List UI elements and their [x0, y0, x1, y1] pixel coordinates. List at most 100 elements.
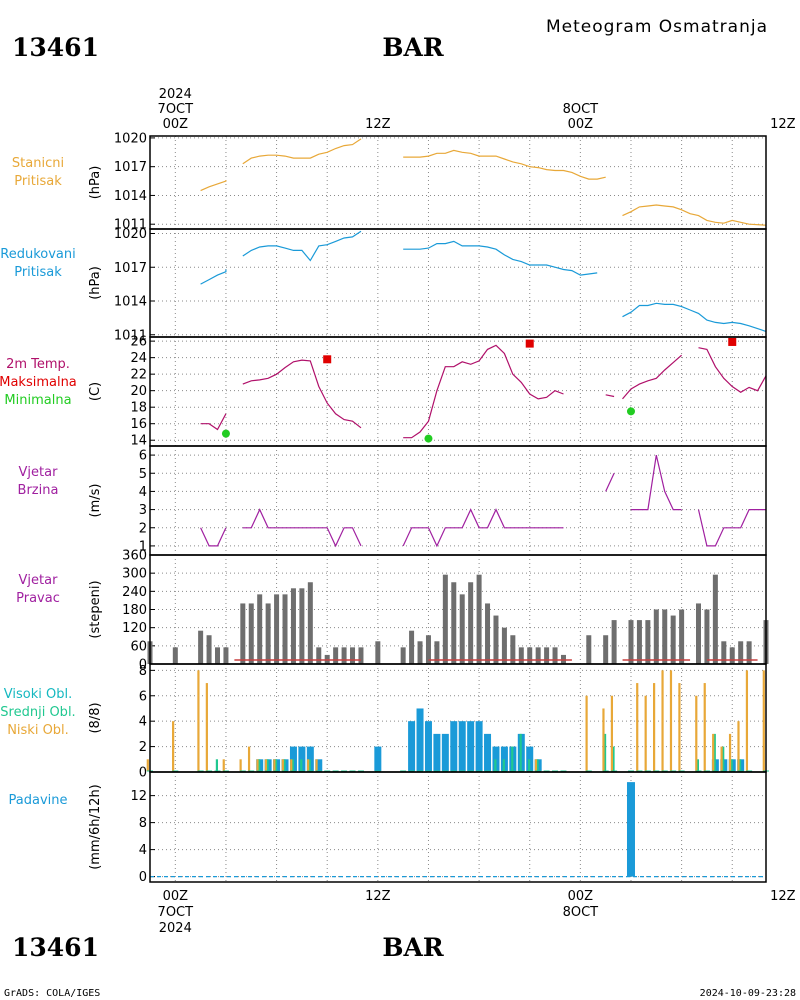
wind-dir-bar: [535, 647, 541, 664]
wind-dir-bar: [248, 603, 254, 664]
top-time-label: 7OCT: [158, 102, 194, 117]
y-tick-label: 2: [139, 521, 147, 536]
cloud-bar: [274, 759, 278, 771]
cloud-bar: [458, 721, 466, 771]
y-tick-label: 180: [122, 603, 147, 618]
cloud-bar: [511, 746, 514, 771]
wind-dir-bar: [544, 647, 550, 664]
top-time-axis: 20247OCT00Z12Z8OCT00Z12Z9OCT00Z12Z: [158, 87, 796, 132]
cloud-bar: [257, 759, 261, 771]
panel-precip: 0 4 8 12 (mm/6h/12h) Padavine: [9, 771, 767, 885]
cloud-bar: [266, 759, 269, 771]
y-tick-label: 1011: [114, 218, 147, 233]
cloud-bar: [146, 759, 149, 771]
panel-label: Pritisak: [14, 174, 62, 189]
cloud-bar: [484, 733, 492, 771]
y-tick-label: 24: [130, 351, 147, 366]
wind-dir-bar: [670, 615, 676, 664]
cloud-bar: [307, 759, 310, 771]
y-tick-label: 1017: [114, 160, 147, 175]
top-time-label: 00Z: [163, 117, 189, 132]
y-tick-label: 16: [130, 417, 147, 432]
cloud-bar: [678, 683, 681, 771]
y-tick-label: 3: [139, 503, 147, 518]
wind-dir-bar: [603, 635, 609, 664]
wind-dir-bar: [468, 582, 474, 664]
y-tick-label: 4: [139, 843, 147, 858]
wind-dir-bar: [586, 635, 592, 664]
y-tick-label: 1017: [114, 261, 147, 276]
tmin-marker: [626, 407, 635, 416]
y-tick-label: 26: [130, 335, 147, 350]
wind-dir-bar: [307, 582, 313, 664]
series-line: [242, 359, 362, 429]
bottom-time-label: 7OCT: [158, 905, 194, 920]
panel-frame: [149, 135, 767, 230]
cloud-bar: [291, 759, 294, 771]
series-line: [631, 454, 682, 511]
cloud-bar: [273, 759, 276, 771]
series-line: [402, 508, 564, 548]
y-axis-label: (hPa): [88, 166, 103, 200]
wind-dir-bar: [425, 635, 431, 664]
y-tick-label: 4: [139, 715, 147, 730]
panel-label: Stanicni: [12, 156, 64, 171]
cloud-bar: [696, 759, 699, 771]
wind-dir-bar: [316, 647, 322, 664]
y-tick-label: 4: [139, 485, 147, 500]
cloud-bar: [526, 746, 534, 771]
series-line: [403, 149, 606, 180]
tmin-marker: [424, 434, 433, 443]
cloud-bar: [585, 695, 588, 771]
cloud-bar: [762, 670, 765, 771]
top-time-label: 2024: [159, 87, 192, 102]
cloud-bar: [737, 721, 740, 771]
y-tick-label: 22: [130, 368, 147, 383]
wind-dir-bar: [662, 609, 668, 664]
wind-dir-bar: [704, 609, 710, 664]
bottom-time-axis: 00Z7OCT202412Z00Z8OCT12Z00Z9OCT12Z: [158, 889, 796, 936]
y-tick-label: 120: [122, 621, 147, 636]
panel-reduced_pressure: 1011 1014 1017 1020 (hPa) Redukovani Pritisak: [0, 227, 767, 343]
wind-dir-bar: [746, 641, 752, 664]
series-line: [605, 473, 615, 492]
cloud-bar: [738, 759, 742, 771]
cloud-bar: [298, 746, 306, 771]
cloud-bar: [416, 708, 424, 771]
wind-dir-bar: [611, 620, 617, 664]
y-tick-label: 20: [130, 384, 147, 399]
series-line: [200, 269, 227, 285]
wind-dir-bar: [501, 627, 507, 664]
wind-dir-bar: [485, 603, 491, 664]
precip-bar: [626, 782, 635, 877]
cloud-bar: [502, 759, 505, 771]
cloud-bar: [612, 746, 615, 771]
wind-dir-bar: [493, 615, 499, 664]
wind-dir-bar: [409, 630, 415, 664]
series-line: [403, 240, 598, 276]
cloud-bar: [653, 683, 656, 771]
tmin-marker: [221, 429, 230, 438]
wind-dir-bar: [274, 594, 280, 664]
wind-dir-bar: [333, 647, 339, 664]
cloud-bar: [441, 733, 449, 771]
bottom-time-label: 12Z: [365, 889, 391, 904]
panel-label: Visoki Obl.: [4, 687, 72, 702]
cloud-bar: [289, 746, 297, 771]
y-tick-label: 18: [130, 401, 147, 416]
wind-dir-bar: [375, 641, 381, 664]
footer-left: GrADS: COLA/IGES: [4, 988, 100, 999]
y-tick-label: 12: [130, 789, 147, 804]
wind-dir-bar: [198, 630, 204, 664]
wind-dir-bar: [459, 594, 465, 664]
wind-dir-bar: [265, 603, 271, 664]
cloud-bar: [215, 759, 219, 771]
cloud-bar: [500, 746, 508, 771]
y-tick-label: 8: [139, 816, 147, 831]
y-tick-label: 1020: [114, 131, 147, 146]
wind-dir-bar: [451, 582, 457, 664]
cloud-bar: [247, 746, 251, 771]
panel-label: Vjetar: [19, 465, 59, 480]
cloud-bar: [644, 695, 647, 771]
cloud-bar: [745, 670, 749, 771]
